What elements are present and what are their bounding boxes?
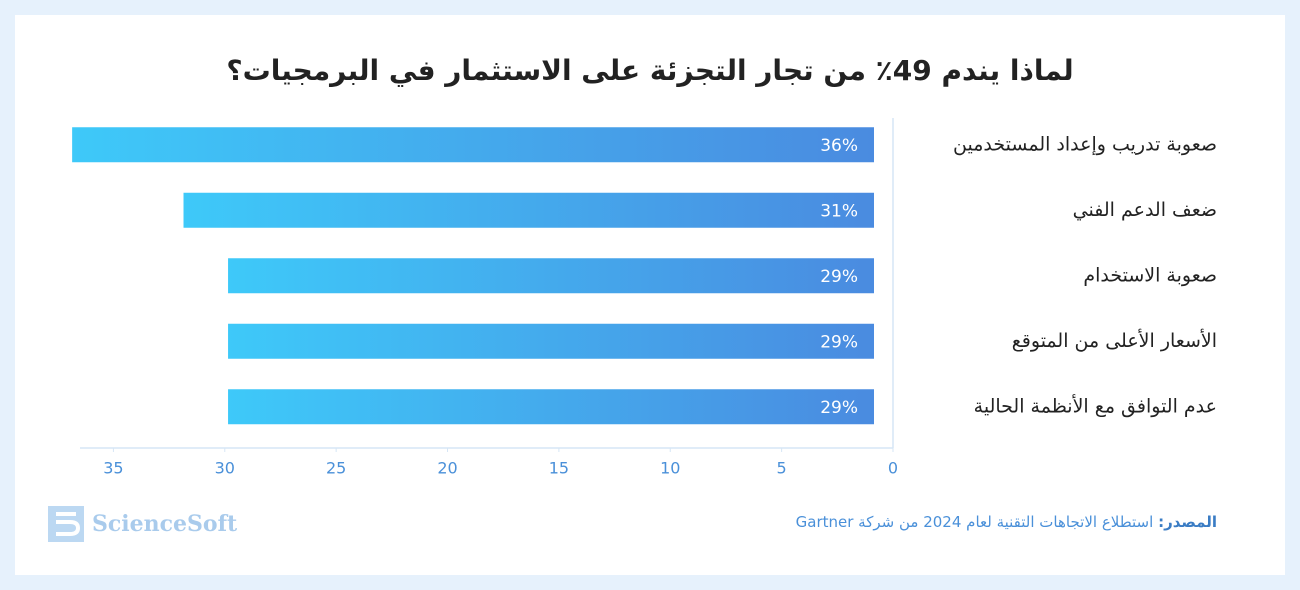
- category-label: صعوبة تدريب وإعداد المستخدمين: [953, 133, 1217, 156]
- bar: [228, 258, 874, 294]
- category-label: صعوبة الاستخدام: [1083, 264, 1217, 286]
- source-text: استطلاع الاتجاهات التقنية لعام 2024 من ش…: [796, 513, 1154, 531]
- x-tick-label: 0: [888, 459, 898, 478]
- bar: [72, 127, 875, 163]
- x-tick-label: 30: [215, 459, 235, 478]
- x-tick-label: 20: [437, 459, 457, 478]
- category-label: عدم التوافق مع الأنظمة الحالية: [974, 394, 1217, 417]
- value-label: 29%: [820, 267, 858, 287]
- source-label: المصدر:: [1158, 513, 1217, 531]
- bar: [228, 323, 874, 359]
- category-label: ضعف الدعم الفني: [1073, 199, 1217, 221]
- chart-title: لماذا يندم 49٪ من تجار التجزئة على الاست…: [226, 54, 1073, 87]
- value-label: 29%: [820, 332, 858, 352]
- x-tick-label: 35: [103, 459, 123, 478]
- logo-mark: [56, 512, 81, 536]
- x-tick-label: 15: [549, 459, 569, 478]
- card: [15, 15, 1285, 575]
- x-tick-label: 10: [660, 459, 680, 478]
- logo-text: ScienceSoft: [92, 511, 238, 537]
- source: المصدر: استطلاع الاتجاهات التقنية لعام 2…: [796, 513, 1217, 531]
- value-label: 29%: [820, 398, 858, 418]
- logo: ScienceSoft: [48, 506, 238, 542]
- bar: [183, 192, 875, 228]
- value-label: 31%: [820, 201, 858, 221]
- value-label: 36%: [820, 136, 858, 156]
- category-label: الأسعار الأعلى من المتوقع: [1012, 329, 1217, 352]
- x-tick-label: 25: [326, 459, 346, 478]
- x-tick-label: 5: [777, 459, 787, 478]
- bar: [228, 389, 874, 425]
